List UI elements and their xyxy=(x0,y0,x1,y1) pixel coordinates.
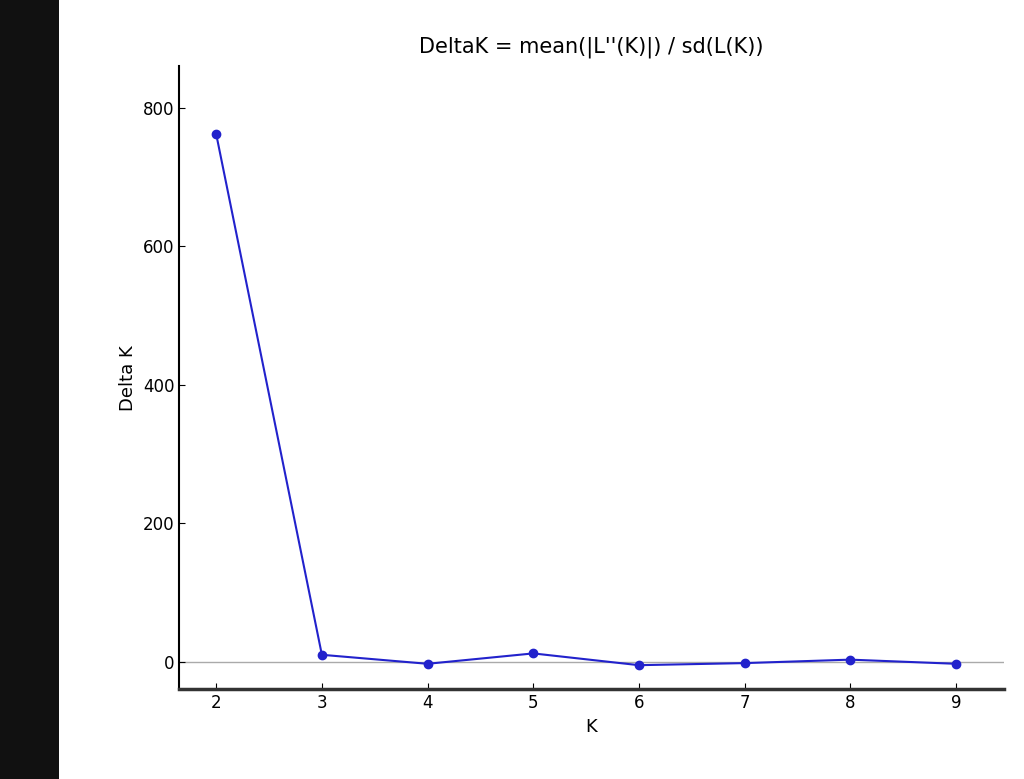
X-axis label: K: K xyxy=(586,717,597,736)
Y-axis label: Delta K: Delta K xyxy=(119,345,137,411)
Title: DeltaK = mean(|L''(K)|) / sd(L(K)): DeltaK = mean(|L''(K)|) / sd(L(K)) xyxy=(419,37,764,58)
